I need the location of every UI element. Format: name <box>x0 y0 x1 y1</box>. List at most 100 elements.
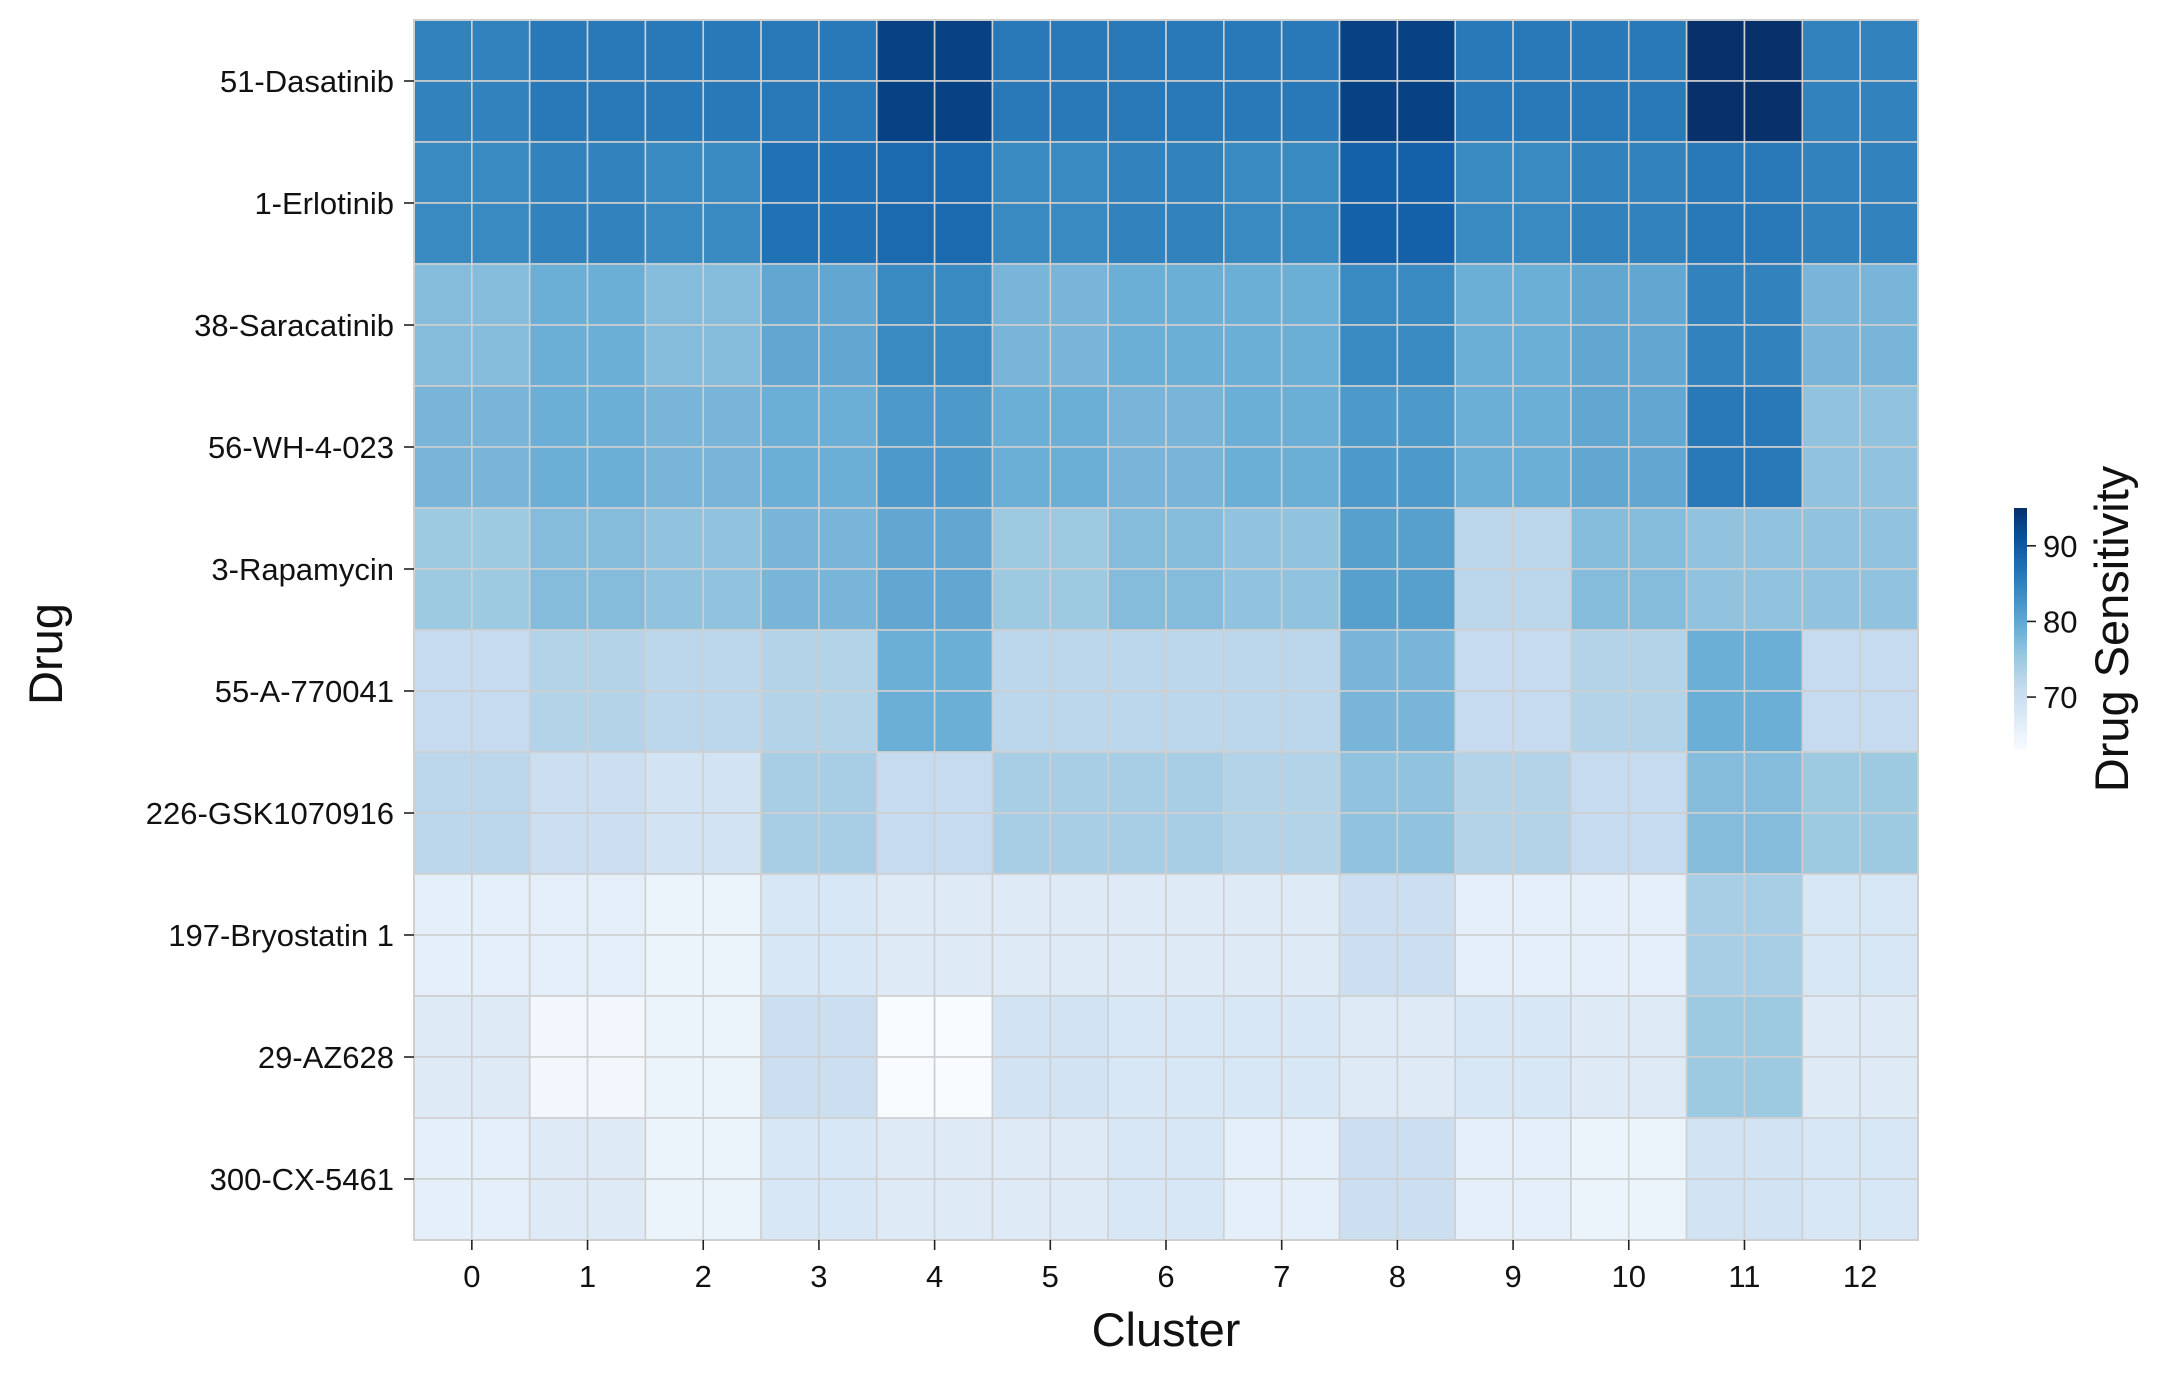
heatmap-cell <box>644 385 705 448</box>
heatmap-cell <box>991 629 1052 692</box>
heatmap-cell <box>1338 1178 1399 1241</box>
heatmap-cell <box>702 1178 762 1241</box>
heatmap-cell <box>991 19 1052 82</box>
heatmap-cell <box>933 751 994 814</box>
heatmap-cell <box>702 568 762 631</box>
heatmap-cell <box>1165 141 1225 204</box>
heatmap-cell <box>1570 202 1630 265</box>
heatmap-cell <box>1107 202 1167 265</box>
heatmap-cell <box>644 568 705 631</box>
heatmap-cell <box>1338 507 1399 570</box>
heatmap-cell <box>1223 263 1283 326</box>
heatmap-cell <box>1338 812 1399 875</box>
heatmap-cell <box>586 690 647 753</box>
heatmap-cell <box>1454 1056 1514 1119</box>
heatmap-cell <box>1165 446 1225 509</box>
heatmap-cell <box>528 1178 589 1241</box>
heatmap-cell <box>933 507 994 570</box>
x-tick-label: 3 <box>810 1259 827 1294</box>
heatmap-cell <box>1743 324 1804 387</box>
heatmap-cell <box>1743 19 1804 82</box>
heatmap-cell <box>991 446 1052 509</box>
heatmap-cell <box>991 1178 1052 1241</box>
heatmap-cell <box>1396 1178 1457 1241</box>
heatmap-cell <box>1049 141 1109 204</box>
heatmap-cell <box>1570 690 1630 753</box>
heatmap-cell <box>702 202 762 265</box>
heatmap-cell <box>644 19 705 82</box>
heatmap-cell <box>933 263 994 326</box>
heatmap-cell <box>644 1178 705 1241</box>
heatmap-cell <box>1743 385 1804 448</box>
x-tick-marks <box>471 1240 1861 1250</box>
heatmap-cell <box>413 1117 473 1180</box>
heatmap-cell <box>528 507 589 570</box>
heatmap-cell <box>933 873 994 936</box>
heatmap-cell <box>875 263 936 326</box>
heatmap-cell <box>1280 629 1341 692</box>
heatmap-cell <box>1859 80 1919 143</box>
heatmap-cell <box>818 263 878 326</box>
heatmap-cell <box>875 80 936 143</box>
heatmap-cell <box>818 812 878 875</box>
heatmap-cell <box>1396 385 1457 448</box>
x-tick-label: 6 <box>1157 1259 1174 1294</box>
heatmap-cell <box>1107 751 1167 814</box>
heatmap-cell <box>1223 507 1283 570</box>
heatmap-cell <box>644 873 705 936</box>
heatmap-cell <box>1627 141 1688 204</box>
heatmap-cell <box>471 141 531 204</box>
heatmap-cell <box>1338 385 1399 448</box>
y-tick-label: 55-A-770041 <box>215 674 394 709</box>
heatmap-cell <box>413 1056 473 1119</box>
heatmap-cell <box>1801 385 1861 448</box>
heatmap-cell <box>1743 812 1804 875</box>
heatmap-cell <box>875 507 936 570</box>
heatmap-cell <box>875 1178 936 1241</box>
heatmap-cell <box>1512 873 1572 936</box>
heatmap-cell <box>1859 1117 1919 1180</box>
heatmap-cell <box>586 80 647 143</box>
heatmap-cell <box>1338 141 1399 204</box>
heatmap-cell <box>1280 873 1341 936</box>
heatmap-cell <box>1107 934 1167 997</box>
heatmap-cell <box>1107 812 1167 875</box>
heatmap-cell <box>702 812 762 875</box>
heatmap-cell <box>1685 446 1746 509</box>
heatmap-cell <box>1859 446 1919 509</box>
heatmap-cell <box>1338 263 1399 326</box>
heatmap-cell <box>1338 873 1399 936</box>
heatmap-cell <box>528 202 589 265</box>
heatmap-cell <box>702 324 762 387</box>
colorbar-tick-label: 90 <box>2043 529 2077 564</box>
heatmap-cell <box>1049 1178 1109 1241</box>
heatmap-cell <box>1627 1178 1688 1241</box>
heatmap-cell <box>413 263 473 326</box>
heatmap-cell <box>818 446 878 509</box>
heatmap-cell <box>1859 1056 1919 1119</box>
heatmap-cell <box>644 1056 705 1119</box>
heatmap-cell <box>1454 141 1514 204</box>
heatmap-cell <box>1396 751 1457 814</box>
heatmap-cell <box>413 324 473 387</box>
heatmap-cell <box>1743 80 1804 143</box>
heatmap-cell <box>586 385 647 448</box>
x-tick-label: 10 <box>1612 1259 1646 1294</box>
heatmap-cell <box>1685 263 1746 326</box>
heatmap-cell <box>1338 1117 1399 1180</box>
heatmap-cell <box>875 690 936 753</box>
x-tick-label: 7 <box>1273 1259 1290 1294</box>
heatmap-cell <box>1512 80 1572 143</box>
heatmap-cell <box>1627 995 1688 1058</box>
x-tick-label: 0 <box>463 1259 480 1294</box>
heatmap-cell <box>1801 324 1861 387</box>
heatmap-cell <box>1454 995 1514 1058</box>
heatmap-cell <box>1743 995 1804 1058</box>
heatmap-cell <box>528 263 589 326</box>
heatmap-cell <box>1049 690 1109 753</box>
heatmap-cell <box>1859 1178 1919 1241</box>
heatmap-cell <box>586 1117 647 1180</box>
heatmap-cell <box>1512 934 1572 997</box>
heatmap-cell <box>933 1178 994 1241</box>
